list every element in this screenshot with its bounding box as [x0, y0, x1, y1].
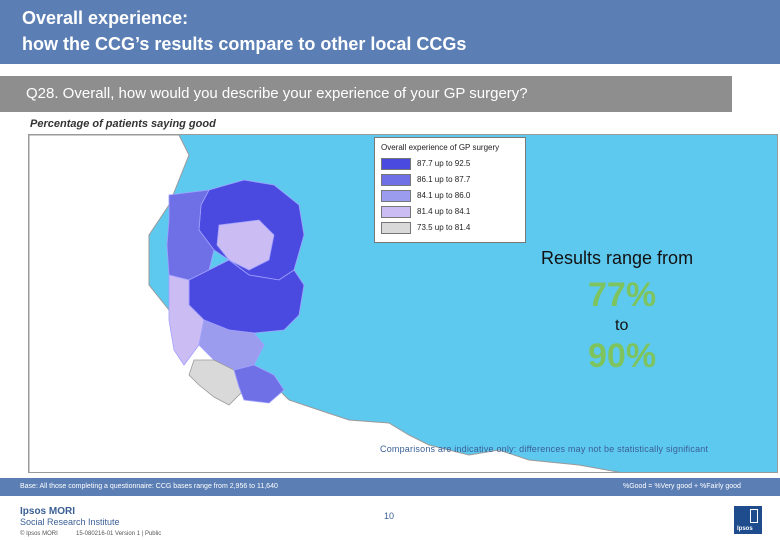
legend-label: 73.5 up to 81.4	[417, 223, 471, 232]
ipsos-logo-icon: Ipsos	[734, 506, 762, 534]
slide-title-line1: Overall experience:	[22, 8, 189, 28]
region-london-grey	[188, 359, 245, 406]
results-high-value: 90%	[588, 337, 657, 375]
caveat-note: Comparisons are indicative only: differe…	[380, 444, 709, 454]
legend-title: Overall experience of GP surgery	[381, 143, 500, 152]
brand-name: Ipsos MORI	[20, 506, 76, 517]
results-range-label: Results range from	[541, 248, 694, 268]
map-legend: Overall experience of GP surgery 87.7 up…	[374, 137, 526, 243]
results-low-value: 77%	[588, 276, 657, 314]
good-definition: %Good = %Very good + %Fairly good	[623, 483, 741, 490]
legend-swatch	[381, 190, 411, 202]
map-subtitle: Percentage of patients saying good	[30, 118, 216, 130]
legend-label: 84.1 up to 86.0	[417, 191, 471, 200]
legend-swatch	[381, 206, 411, 218]
copyright-text: © Ipsos MORI	[20, 531, 58, 537]
legend-label: 86.1 up to 87.7	[417, 175, 471, 184]
logo-text: Ipsos	[737, 526, 753, 532]
logo-mark-icon	[750, 509, 758, 523]
legend-label: 87.7 up to 92.5	[417, 159, 471, 168]
legend-swatch	[381, 222, 411, 234]
slide-header: Overall experience: how the CCG’s result…	[0, 0, 780, 64]
page-number: 10	[384, 511, 395, 521]
brand-unit: Social Research Institute	[20, 517, 120, 527]
question-bar: Q28. Overall, how would you describe you…	[0, 76, 732, 112]
region-middle-light	[216, 219, 275, 271]
question-text: Q28. Overall, how would you describe you…	[26, 85, 528, 102]
legend-swatch	[381, 158, 411, 170]
region-essex-medium	[233, 364, 285, 404]
results-to-label: to	[615, 317, 629, 334]
base-note: Base: All those completing a questionnai…	[20, 483, 278, 490]
legend-label: 81.4 up to 84.1	[417, 207, 471, 216]
footer-bar: Base: All those completing a questionnai…	[0, 478, 780, 496]
legend-swatch	[381, 174, 411, 186]
version-text: 15-080216-01 Version 1 | Public	[76, 531, 162, 537]
slide-title-line2: how the CCG’s results compare to other l…	[22, 34, 467, 54]
